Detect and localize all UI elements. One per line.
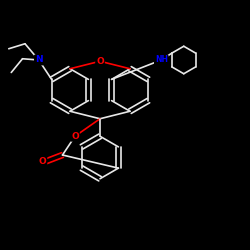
Text: N: N xyxy=(35,56,42,64)
Text: O: O xyxy=(71,132,79,141)
Text: NH: NH xyxy=(155,56,168,64)
Text: O: O xyxy=(96,57,104,66)
Text: O: O xyxy=(39,157,46,166)
